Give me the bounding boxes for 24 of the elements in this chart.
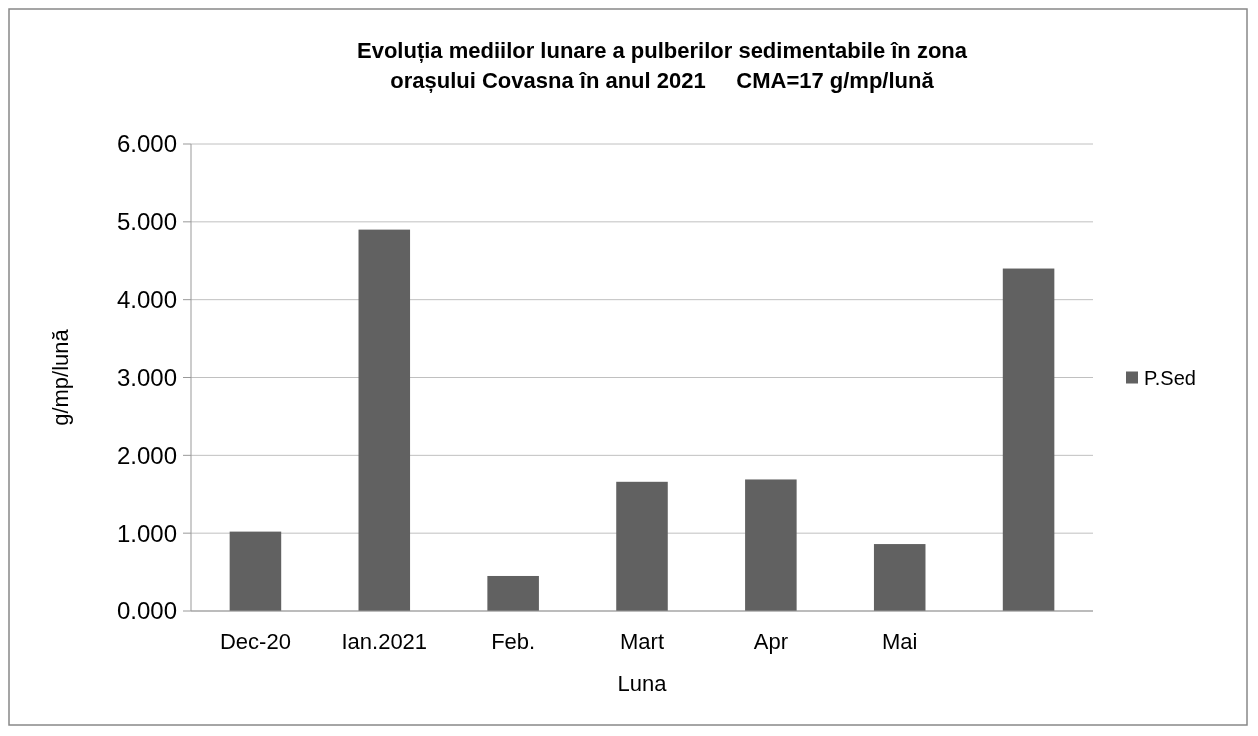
y-tick-label: 1.000 (116, 519, 177, 547)
legend-label: P.Sed (1144, 366, 1196, 389)
y-tick-label: 4.000 (116, 286, 177, 314)
bar (229, 531, 282, 611)
chart-title: Evoluția mediilor lunare a pulberilor sedimentabile în zona orașului Covasna în anul 2021 CMA=17 g/mp/lună (356, 38, 968, 93)
bar (1002, 268, 1055, 611)
y-axis-title: g/mp/lună (48, 328, 73, 426)
bar (487, 575, 539, 611)
x-tick-label: Mai (881, 629, 918, 654)
x-tick-label: Feb. (491, 629, 536, 654)
y-tick-label: 0.000 (116, 597, 177, 625)
y-tick-label: 3.000 (116, 363, 177, 391)
x-tick-label: Apr (753, 629, 788, 654)
y-tick-label: 5.000 (116, 208, 177, 236)
bar (358, 229, 411, 611)
x-tick-label: Mart (620, 629, 664, 654)
bar (873, 544, 926, 611)
x-axis-title: Luna (617, 671, 668, 696)
bar (616, 481, 668, 611)
x-tick-label: Ian.2021 (341, 629, 428, 654)
x-tick-label: Dec-20 (219, 629, 291, 654)
y-tick-label: 6.000 (116, 130, 177, 158)
y-tick-label: 2.000 (116, 441, 177, 469)
bar (745, 479, 797, 611)
